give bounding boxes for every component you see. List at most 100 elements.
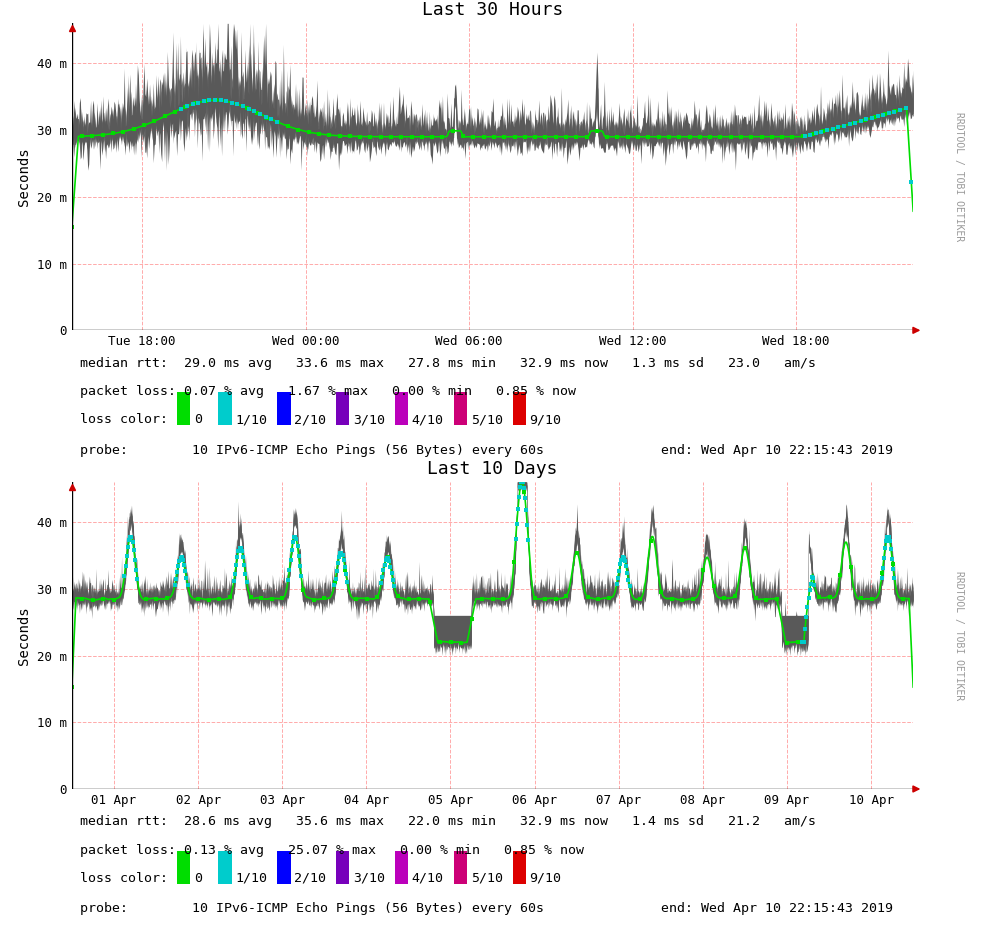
Point [300, 124, 316, 139]
Point [287, 529, 303, 544]
Point [836, 118, 852, 133]
FancyBboxPatch shape [454, 392, 467, 425]
Point [105, 126, 121, 141]
Point [383, 130, 399, 145]
Point [373, 576, 389, 591]
Point [511, 489, 527, 504]
Point [219, 94, 235, 109]
Point [169, 564, 185, 579]
Text: 9/10: 9/10 [530, 413, 562, 426]
Point [621, 573, 637, 588]
Point [177, 100, 193, 115]
Point [800, 591, 816, 606]
Point [424, 130, 440, 145]
Point [779, 635, 795, 650]
Point [713, 130, 729, 145]
Point [512, 480, 528, 494]
Point [815, 124, 831, 139]
FancyBboxPatch shape [454, 851, 467, 884]
Point [799, 600, 815, 615]
Text: 4/10: 4/10 [412, 413, 444, 426]
Point [191, 591, 207, 606]
Point [222, 590, 238, 605]
Point [330, 556, 346, 571]
Point [375, 563, 391, 578]
Point [180, 578, 196, 592]
Point [96, 591, 112, 606]
Point [136, 118, 152, 132]
Point [632, 592, 648, 606]
Point [379, 550, 395, 564]
Point [763, 130, 779, 145]
Point [885, 561, 901, 576]
Point [617, 553, 633, 568]
Point [188, 96, 204, 111]
Point [615, 550, 631, 564]
Text: 0: 0 [194, 871, 202, 884]
Point [168, 572, 184, 587]
Point [832, 568, 848, 583]
Text: end: Wed Apr 10 22:15:43 2019: end: Wed Apr 10 22:15:43 2019 [661, 902, 893, 915]
Point [321, 128, 337, 143]
Point [126, 121, 142, 136]
Point [236, 99, 251, 114]
Point [208, 92, 224, 107]
Point [390, 589, 406, 604]
Point [886, 104, 902, 119]
Point [884, 556, 900, 571]
Point [176, 558, 192, 573]
Title: Last 10 Days: Last 10 Days [427, 460, 558, 478]
Point [400, 592, 416, 606]
Point [232, 540, 248, 555]
Y-axis label: Seconds: Seconds [17, 606, 32, 665]
Point [286, 530, 302, 545]
Point [337, 559, 353, 574]
Point [486, 130, 502, 145]
Point [611, 564, 627, 578]
Y-axis label: Seconds: Seconds [17, 147, 32, 206]
Point [229, 96, 245, 111]
Point [378, 552, 394, 567]
Point [517, 490, 533, 505]
Point [230, 550, 246, 564]
Point [515, 475, 531, 490]
Point [630, 130, 646, 145]
Point [672, 130, 688, 145]
Text: 5/10: 5/10 [471, 871, 503, 884]
Point [774, 130, 790, 145]
Point [884, 551, 900, 566]
Point [233, 540, 249, 555]
Point [284, 535, 300, 550]
Point [169, 564, 185, 579]
Point [280, 118, 296, 133]
Point [813, 124, 829, 139]
Point [877, 540, 893, 555]
Point [622, 579, 638, 594]
Point [892, 103, 908, 118]
FancyBboxPatch shape [395, 851, 408, 884]
Point [879, 530, 895, 545]
Point [853, 591, 869, 606]
Point [455, 129, 471, 144]
Point [842, 559, 858, 574]
Point [327, 571, 343, 586]
Point [863, 592, 879, 606]
Point [609, 577, 625, 592]
Point [538, 592, 554, 606]
Point [374, 569, 390, 584]
Text: loss color:: loss color: [80, 871, 169, 884]
Text: probe:        10 IPv6-ICMP Echo Pings (56 Bytes) every 60s: probe: 10 IPv6-ICMP Echo Pings (56 Bytes… [80, 902, 544, 915]
Point [610, 130, 626, 145]
Point [513, 475, 529, 490]
Point [167, 104, 183, 119]
Point [824, 121, 840, 136]
Point [247, 104, 262, 118]
Point [568, 130, 584, 145]
FancyBboxPatch shape [336, 851, 349, 884]
Point [622, 579, 638, 594]
Point [805, 570, 821, 585]
Point [229, 557, 245, 572]
Point [178, 564, 194, 578]
Point [496, 130, 512, 145]
Point [250, 105, 265, 120]
